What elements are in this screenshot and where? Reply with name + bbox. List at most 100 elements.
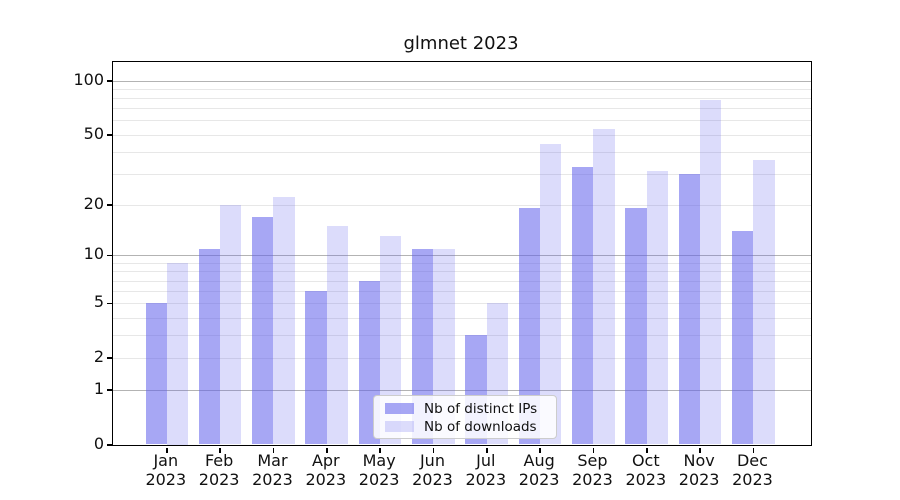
x-tick-year: 2023 <box>518 470 560 489</box>
x-tick-year: 2023 <box>252 470 293 489</box>
minor-gridline <box>113 173 811 175</box>
x-tick-label: Jan 2023 <box>131 451 201 489</box>
bars-layer <box>113 62 811 445</box>
minor-gridline <box>113 357 811 359</box>
x-tick-mark <box>646 447 648 453</box>
x-tick-month: Apr <box>311 451 340 470</box>
x-tick-year: 2023 <box>412 470 453 489</box>
bar-downloads <box>326 225 349 445</box>
minor-gridline <box>113 263 811 264</box>
bar-distinct-ips <box>252 216 274 445</box>
legend-label: Nb of downloads <box>424 418 537 435</box>
x-tick-mark <box>699 447 701 453</box>
x-tick-mark <box>379 447 381 453</box>
major-gridline <box>113 255 811 257</box>
bar-downloads <box>166 263 189 445</box>
y-tick-label: 1 <box>93 378 104 398</box>
x-tick-label: Dec 2023 <box>717 451 787 489</box>
bar-downloads <box>273 197 295 445</box>
minor-gridline <box>113 88 811 90</box>
y-tick-mark <box>106 80 112 82</box>
minor-gridline <box>113 120 811 122</box>
minor-gridline <box>113 335 811 337</box>
x-tick-mark <box>432 447 435 453</box>
x-tick-label: Feb 2023 <box>184 451 254 489</box>
minor-gridline <box>113 134 811 136</box>
x-tick-label: May 2023 <box>344 451 414 489</box>
x-tick-month: Jul <box>476 451 496 470</box>
y-tick-mark <box>106 444 112 446</box>
plot-area: Nb of distinct IPs Nb of downloads <box>106 61 812 453</box>
legend-item-downloads: Nb of downloads <box>385 418 537 435</box>
major-gridline <box>113 389 811 391</box>
x-tick-label: Aug 2023 <box>504 451 574 489</box>
y-tick-mark <box>106 204 112 206</box>
x-tick-label: Apr 2023 <box>291 451 361 489</box>
y-tick-mark <box>106 302 112 305</box>
bar-distinct-ips <box>305 291 327 445</box>
y-tick-mark <box>106 357 112 359</box>
major-gridline <box>113 80 811 82</box>
bar-downloads <box>646 171 669 445</box>
minor-gridline <box>113 291 811 293</box>
bar-distinct-ips <box>145 303 167 445</box>
legend-item-distinct-ips: Nb of distinct IPs <box>385 400 538 417</box>
x-tick-mark <box>539 447 541 453</box>
x-tick-month: Jun <box>419 451 445 470</box>
x-tick-year: 2023 <box>572 470 613 489</box>
x-tick-label: Jun 2023 <box>397 451 467 489</box>
grid-layer <box>113 62 811 445</box>
x-tick-month: Dec <box>736 451 768 470</box>
y-tick-mark <box>106 134 112 136</box>
legend-swatch-downloads-icon <box>385 421 414 432</box>
y-tick-label: 2 <box>93 346 104 366</box>
x-tick-mark <box>592 447 595 453</box>
legend-swatch-distinct-ips-icon <box>385 403 414 414</box>
minor-gridline <box>113 108 811 110</box>
bar-downloads <box>220 204 242 445</box>
bar-distinct-ips <box>518 208 541 445</box>
legend: Nb of distinct IPs Nb of downloads <box>373 395 557 439</box>
x-tick-year: 2023 <box>732 470 773 489</box>
bar-downloads <box>593 128 615 445</box>
legend-label: Nb of distinct IPs <box>424 400 538 417</box>
y-tick-mark <box>106 389 112 391</box>
x-tick-mark <box>486 447 488 453</box>
bar-distinct-ips <box>678 173 701 445</box>
x-tick-label: Sep 2023 <box>557 451 627 489</box>
x-tick-year: 2023 <box>465 470 507 489</box>
x-tick-year: 2023 <box>198 470 240 489</box>
x-tick-mark <box>326 447 328 453</box>
x-tick-month: Feb <box>204 451 234 470</box>
x-tick-year: 2023 <box>305 470 347 489</box>
x-tick-label: Mar 2023 <box>237 451 307 489</box>
y-tick-mark <box>106 254 112 257</box>
x-tick-month: Aug <box>523 451 555 470</box>
x-tick-year: 2023 <box>678 470 720 489</box>
x-tick-label: Oct 2023 <box>611 451 681 489</box>
x-tick-month: Oct <box>631 451 660 470</box>
minor-gridline <box>113 317 811 319</box>
x-tick-label: Jul 2023 <box>451 451 521 489</box>
x-tick-month: Nov <box>683 451 715 470</box>
bar-distinct-ips <box>732 231 754 445</box>
x-tick-mark <box>166 447 168 453</box>
bar-distinct-ips <box>572 166 594 445</box>
bar-downloads <box>753 159 775 445</box>
minor-gridline <box>113 303 811 305</box>
y-tick-label: 5 <box>93 292 104 312</box>
minor-gridline <box>113 271 811 273</box>
bar-distinct-ips <box>198 248 221 445</box>
x-tick-year: 2023 <box>625 470 667 489</box>
x-tick-month: Mar <box>257 451 288 470</box>
bar-downloads <box>540 144 562 445</box>
x-tick-label: Nov 2023 <box>664 451 734 489</box>
x-tick-month: May <box>362 451 396 470</box>
x-tick-year: 2023 <box>358 470 400 489</box>
x-tick-year: 2023 <box>145 470 187 489</box>
bar-downloads <box>700 100 722 445</box>
minor-gridline <box>113 280 811 282</box>
y-tick-label: 10 <box>83 244 104 264</box>
y-tick-label: 100 <box>73 69 104 89</box>
minor-gridline <box>113 98 811 100</box>
